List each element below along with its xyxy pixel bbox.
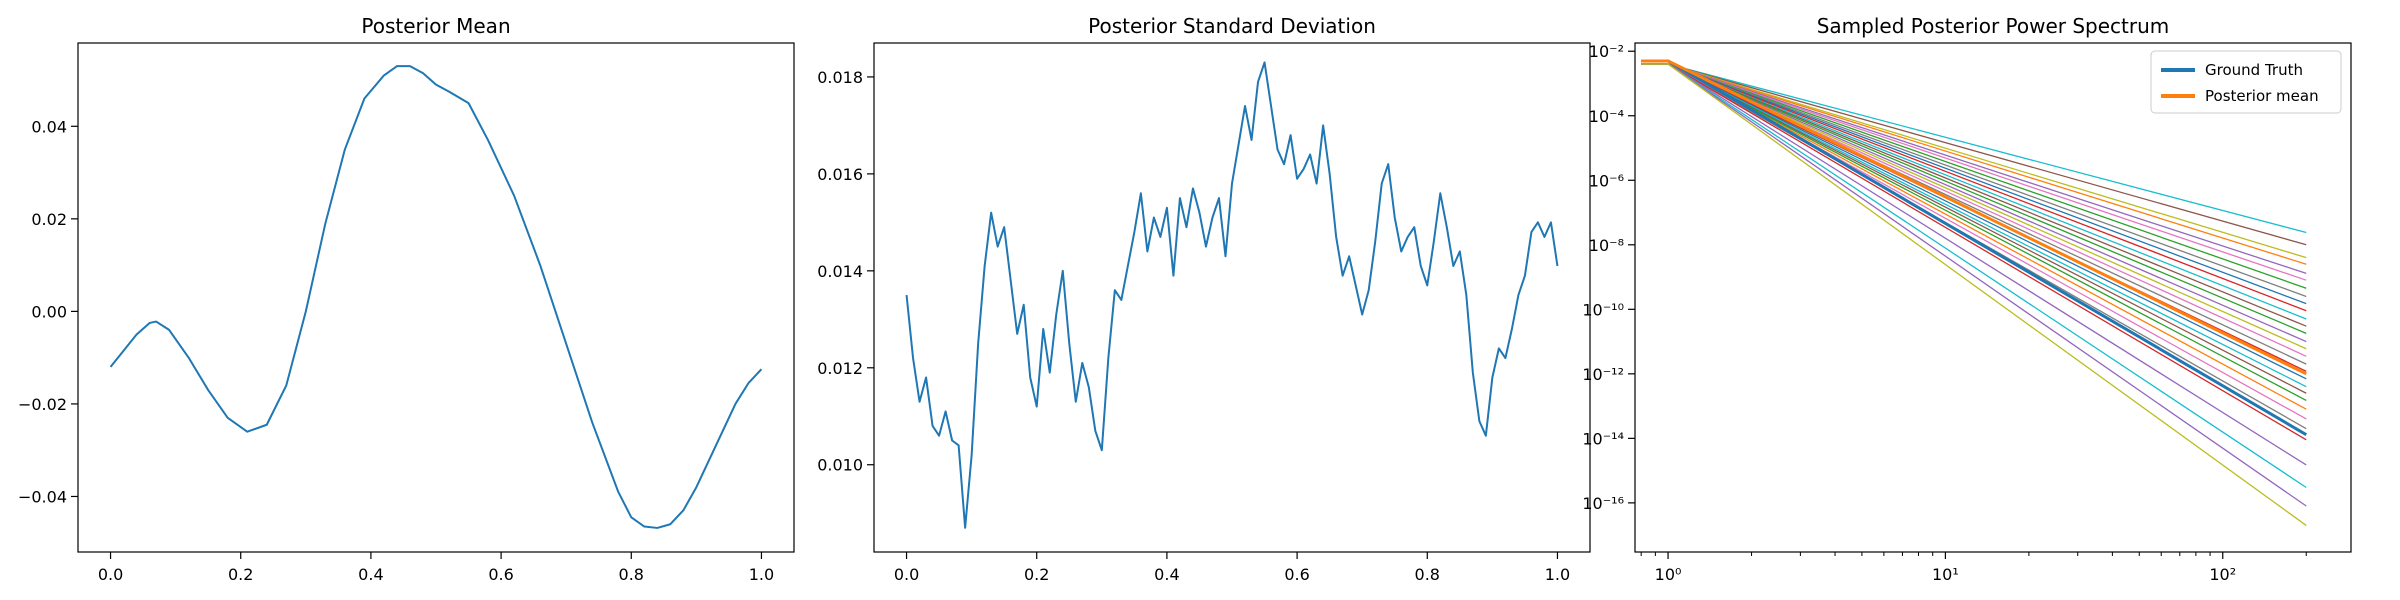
- series-line-posterior-mean: [1641, 59, 2307, 376]
- legend-label: Posterior mean: [2205, 87, 2319, 105]
- axes-frame: [873, 42, 1591, 553]
- y-tick-label: −0.04: [18, 487, 67, 506]
- x-tick-label: 1.0: [1545, 565, 1570, 584]
- y-tick-label: 10⁻¹⁰: [1582, 300, 1624, 319]
- chart-title: Sampled Posterior Power Spectrum: [1817, 14, 2170, 38]
- x-tick-label: 10⁰: [1655, 565, 1682, 584]
- power-spectrum-panel: Sampled Posterior Power Spectrum 10⁰ 10¹ 10…: [1582, 14, 2352, 584]
- posterior-std-panel: Posterior Standard Deviation 0.0 0.2 0.4 0.6…: [817, 14, 1591, 584]
- x-tick-label: 1.0: [749, 565, 774, 584]
- x-tick-label: 0.2: [228, 565, 253, 584]
- x-tick-label: 0.6: [488, 565, 513, 584]
- y-tick-label: 0.014: [817, 262, 863, 281]
- y-tick-label: 10⁻⁸: [1589, 236, 1624, 255]
- y-tick-label: 10⁻¹⁴: [1582, 429, 1624, 448]
- legend-box: [2150, 50, 2342, 114]
- y-tick-label: 10⁻⁴: [1589, 107, 1624, 126]
- x-tick-label: 0.0: [98, 565, 123, 584]
- y-tick-label: 0.02: [31, 210, 67, 229]
- chart-title: Posterior Standard Deviation: [1088, 14, 1376, 38]
- x-tick-label: 10¹: [1932, 565, 1959, 584]
- sample-line: [1641, 63, 2307, 466]
- y-tick-label: 0.012: [817, 359, 863, 378]
- y-tick-label: 0.018: [817, 68, 863, 87]
- x-tick-label: 0.4: [358, 565, 383, 584]
- y-tick-label: 10⁻²: [1589, 42, 1624, 61]
- y-tick-label: −0.02: [18, 395, 67, 414]
- y-tick-label: 0.010: [817, 456, 863, 475]
- series-line: [905, 61, 1559, 529]
- y-tick-label: 0.04: [31, 117, 67, 136]
- plot-data: [109, 65, 763, 529]
- y-tick-label: 10⁻¹⁶: [1582, 494, 1624, 513]
- sample-line: [1641, 63, 2307, 441]
- y-tick-label: 10⁻⁶: [1589, 171, 1624, 190]
- plot-data: [1641, 59, 2307, 526]
- series-line: [109, 65, 763, 529]
- axes-frame: [77, 42, 795, 553]
- posterior-mean-panel: Posterior Mean 0.0 0.2 0.4 0.6 0.8 1.0 −0.04 −0.…: [18, 14, 795, 584]
- x-tick-label: 0.4: [1154, 565, 1179, 584]
- plot-data: [905, 61, 1559, 529]
- sample-line: [1641, 63, 2307, 526]
- sample-line: [1641, 63, 2307, 410]
- y-tick-label: 0.016: [817, 165, 863, 184]
- x-tick-label: 0.8: [1415, 565, 1440, 584]
- legend-label: Ground Truth: [2205, 61, 2303, 79]
- x-tick-label: 0.2: [1024, 565, 1049, 584]
- chart-title: Posterior Mean: [361, 14, 510, 38]
- x-tick-label: 0.6: [1284, 565, 1309, 584]
- x-tick-label: 0.0: [894, 565, 919, 584]
- axes-frame: [1634, 42, 2352, 553]
- y-tick-label: 0.00: [31, 302, 67, 321]
- x-tick-label: 10²: [2209, 565, 2236, 584]
- x-tick-label: 0.8: [619, 565, 644, 584]
- y-tick-label: 10⁻¹²: [1582, 365, 1624, 384]
- legend: Ground Truth Posterior mean: [2150, 50, 2342, 114]
